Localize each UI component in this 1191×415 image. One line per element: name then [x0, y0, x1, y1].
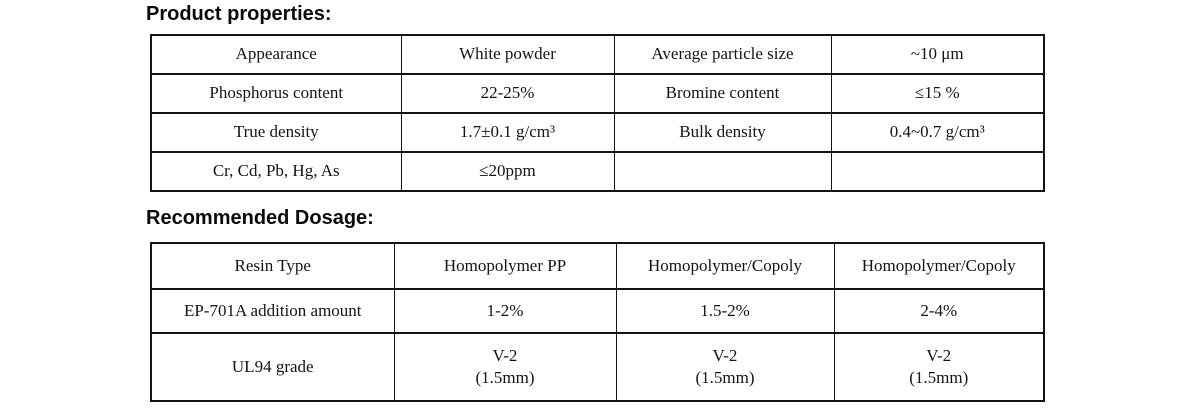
cell-true-density-label: True density [150, 112, 402, 153]
table-row: Phosphorus content 22-25% Bromine conten… [150, 73, 1045, 114]
cell-ul94-grade-value-1: V-2 (1.5mm) [393, 332, 617, 402]
table-row: EP-701A addition amount 1-2% 1.5-2% 2-4% [150, 288, 1045, 334]
cell-bromine-content-label: Bromine content [613, 73, 832, 114]
cell-heavy-metals-value: ≤20ppm [400, 151, 615, 192]
table-row: Resin Type Homopolymer PP Homopolymer/Co… [150, 242, 1045, 290]
cell-addition-amount-value-2: 1.5-2% [615, 288, 835, 334]
cell-addition-amount-value-3: 2-4% [833, 288, 1045, 334]
cell-resin-type-label: Resin Type [150, 242, 395, 290]
table-row: True density 1.7±0.1 g/cm³ Bulk density … [150, 112, 1045, 153]
cell-phosphorus-content-label: Phosphorus content [150, 73, 402, 114]
cell-true-density-value: 1.7±0.1 g/cm³ [400, 112, 615, 153]
table-row: UL94 grade V-2 (1.5mm) V-2 (1.5mm) V-2 (… [150, 332, 1045, 402]
cell-empty-2 [830, 151, 1045, 192]
cell-avg-particle-size-value: ~10 μm [830, 34, 1045, 75]
cell-bulk-density-value: 0.4~0.7 g/cm³ [830, 112, 1045, 153]
cell-phosphorus-content-value: 22-25% [400, 73, 615, 114]
cell-appearance-value: White powder [400, 34, 615, 75]
table-row: Appearance White powder Average particle… [150, 34, 1045, 75]
cell-addition-amount-label: EP-701A addition amount [150, 288, 395, 334]
product-properties-table: Appearance White powder Average particle… [150, 34, 1045, 192]
cell-heavy-metals-label: Cr, Cd, Pb, Hg, As [150, 151, 402, 192]
cell-addition-amount-value-1: 1-2% [393, 288, 617, 334]
cell-ul94-grade-value-2: V-2 (1.5mm) [615, 332, 835, 402]
cell-bromine-content-value: ≤15 % [830, 73, 1045, 114]
table-row: Cr, Cd, Pb, Hg, As ≤20ppm [150, 151, 1045, 192]
cell-ul94-grade-value-3: V-2 (1.5mm) [833, 332, 1045, 402]
cell-resin-homopolymer-copoly-1: Homopolymer/Copoly [615, 242, 835, 290]
cell-bulk-density-label: Bulk density [613, 112, 832, 153]
cell-resin-homopolymer-pp: Homopolymer PP [393, 242, 617, 290]
section-title-recommended-dosage: Recommended Dosage: [146, 207, 374, 229]
cell-ul94-grade-label: UL94 grade [150, 332, 395, 402]
recommended-dosage-table: Resin Type Homopolymer PP Homopolymer/Co… [150, 242, 1045, 402]
cell-appearance-label: Appearance [150, 34, 402, 75]
cell-empty-1 [613, 151, 832, 192]
cell-avg-particle-size-label: Average particle size [613, 34, 832, 75]
cell-resin-homopolymer-copoly-2: Homopolymer/Copoly [833, 242, 1045, 290]
section-title-product-properties: Product properties: [146, 3, 332, 25]
